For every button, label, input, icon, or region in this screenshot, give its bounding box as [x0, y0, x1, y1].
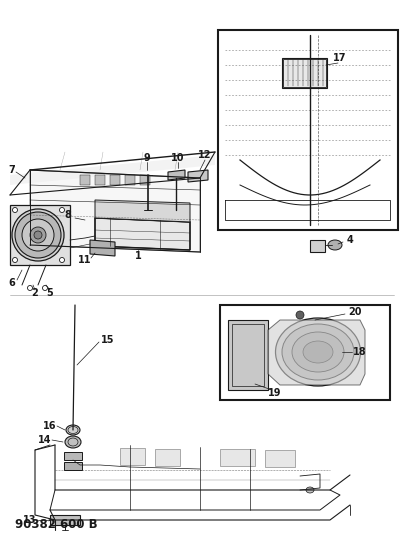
Text: 6: 6 — [8, 278, 15, 288]
Polygon shape — [10, 205, 70, 265]
Ellipse shape — [328, 240, 342, 250]
Ellipse shape — [282, 324, 354, 380]
Text: 19: 19 — [268, 388, 282, 398]
Ellipse shape — [22, 219, 54, 251]
Polygon shape — [90, 240, 115, 256]
Bar — [283, 59, 326, 87]
Polygon shape — [50, 515, 80, 525]
Text: 17: 17 — [333, 53, 347, 63]
Ellipse shape — [292, 332, 344, 372]
Polygon shape — [95, 218, 190, 250]
Ellipse shape — [13, 257, 17, 262]
Bar — [218, 30, 398, 230]
Ellipse shape — [13, 207, 17, 213]
Polygon shape — [268, 320, 365, 385]
Polygon shape — [168, 170, 185, 180]
Polygon shape — [188, 170, 208, 182]
Text: 2: 2 — [32, 288, 38, 298]
Ellipse shape — [15, 212, 61, 258]
Polygon shape — [10, 155, 215, 185]
Polygon shape — [95, 200, 190, 222]
Text: 10: 10 — [171, 153, 185, 163]
Ellipse shape — [27, 286, 32, 290]
Polygon shape — [64, 452, 82, 460]
Polygon shape — [110, 175, 120, 185]
Ellipse shape — [65, 436, 81, 448]
Polygon shape — [220, 449, 255, 466]
Polygon shape — [140, 175, 150, 185]
Ellipse shape — [59, 207, 65, 213]
Text: 90382 600 B: 90382 600 B — [15, 518, 98, 531]
Text: 8: 8 — [65, 210, 72, 220]
Text: 1: 1 — [135, 251, 141, 261]
Polygon shape — [310, 240, 325, 252]
Polygon shape — [80, 175, 90, 185]
Text: 20: 20 — [348, 307, 362, 317]
Polygon shape — [228, 320, 268, 390]
Polygon shape — [265, 450, 295, 467]
Ellipse shape — [34, 231, 42, 239]
Text: 4: 4 — [347, 235, 354, 245]
Ellipse shape — [30, 227, 46, 243]
Ellipse shape — [296, 311, 304, 319]
Text: 11: 11 — [78, 255, 92, 265]
Polygon shape — [30, 170, 200, 252]
Ellipse shape — [306, 487, 314, 493]
Text: 15: 15 — [101, 335, 115, 345]
Polygon shape — [64, 462, 82, 470]
Polygon shape — [155, 449, 180, 466]
Text: 16: 16 — [43, 421, 57, 431]
Text: 13: 13 — [23, 515, 37, 525]
Text: 14: 14 — [38, 435, 52, 445]
Text: 7: 7 — [8, 165, 15, 175]
Text: 18: 18 — [353, 347, 367, 357]
Ellipse shape — [66, 425, 80, 435]
Ellipse shape — [42, 286, 48, 290]
Bar — [282, 58, 327, 88]
Polygon shape — [125, 175, 135, 185]
Text: 9: 9 — [144, 153, 150, 163]
Polygon shape — [120, 448, 145, 465]
Polygon shape — [95, 175, 105, 185]
Ellipse shape — [12, 209, 64, 261]
Ellipse shape — [276, 318, 360, 386]
Bar — [220, 305, 390, 400]
Text: 5: 5 — [46, 288, 53, 298]
Text: 12: 12 — [198, 150, 212, 160]
Ellipse shape — [59, 257, 65, 262]
Ellipse shape — [303, 341, 333, 363]
